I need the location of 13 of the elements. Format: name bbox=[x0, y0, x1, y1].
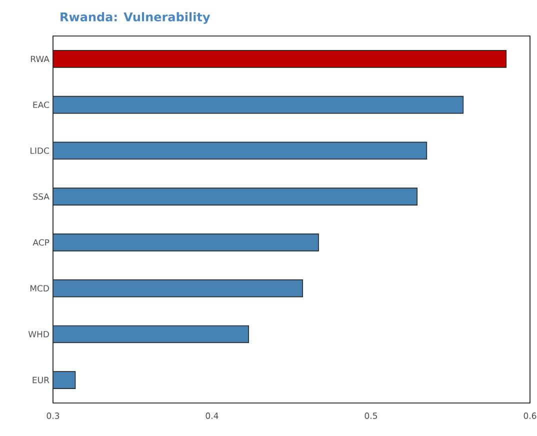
y-tick-label: EAC bbox=[33, 102, 50, 108]
y-tick-label: SSA bbox=[33, 193, 50, 200]
x-tick-label: 0.6 bbox=[524, 412, 536, 419]
y-tick-label: EUR bbox=[32, 376, 50, 384]
x-tick-label: 0.3 bbox=[46, 412, 60, 419]
y-tick-label: ACP bbox=[32, 239, 50, 246]
y-tick-label: RWA bbox=[30, 56, 50, 62]
y-tick-label: MCD bbox=[30, 285, 49, 292]
y-tick-label: LIDC bbox=[30, 147, 50, 154]
x-tick-label: 0.5 bbox=[364, 412, 378, 419]
x-tick-label: 0.4 bbox=[206, 412, 218, 419]
chart-title: Rwanda: Vulnerability bbox=[60, 12, 210, 24]
y-tick-label: WHD bbox=[28, 331, 49, 338]
